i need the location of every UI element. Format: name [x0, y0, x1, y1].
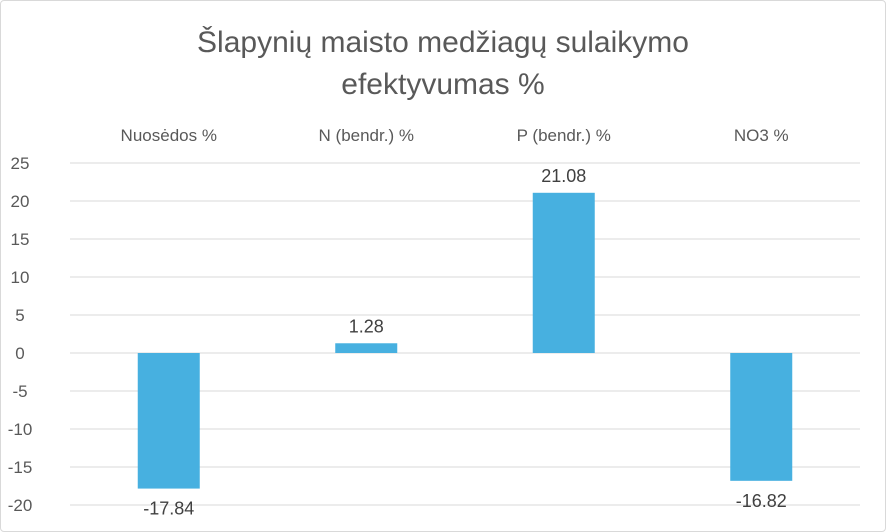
- chart-title: Šlapynių maisto medžiagų sulaikymo efekt…: [0, 22, 886, 106]
- bar-3: [532, 192, 595, 353]
- y-tick-label: 15: [11, 230, 30, 249]
- y-tick-label: -10: [8, 420, 33, 439]
- y-tick-label: -15: [8, 458, 33, 477]
- data-label: 21.08: [541, 166, 586, 186]
- y-tick-label: 25: [11, 154, 30, 173]
- y-tick-label: 10: [11, 268, 30, 287]
- y-tick-label: -5: [12, 382, 27, 401]
- bar-4: [730, 353, 793, 481]
- category-label: P (bendr.) %: [517, 126, 611, 145]
- data-label: -17.84: [143, 499, 194, 519]
- bar-2: [335, 343, 398, 353]
- y-tick-label: 20: [11, 192, 30, 211]
- y-tick-label: -20: [8, 496, 33, 515]
- bar-1: [137, 353, 200, 489]
- y-tick-label: 0: [15, 344, 24, 363]
- data-label: -16.82: [736, 491, 787, 511]
- chart-title-line-2: efektyvumas %: [341, 68, 545, 101]
- y-tick-label: 5: [15, 306, 24, 325]
- category-label: Nuosėdos %: [121, 126, 217, 145]
- chart-title-line-1: Šlapynių maisto medžiagų sulaikymo: [197, 26, 689, 59]
- category-label: N (bendr.) %: [319, 126, 414, 145]
- category-label: NO3 %: [734, 126, 789, 145]
- data-label: 1.28: [349, 316, 384, 336]
